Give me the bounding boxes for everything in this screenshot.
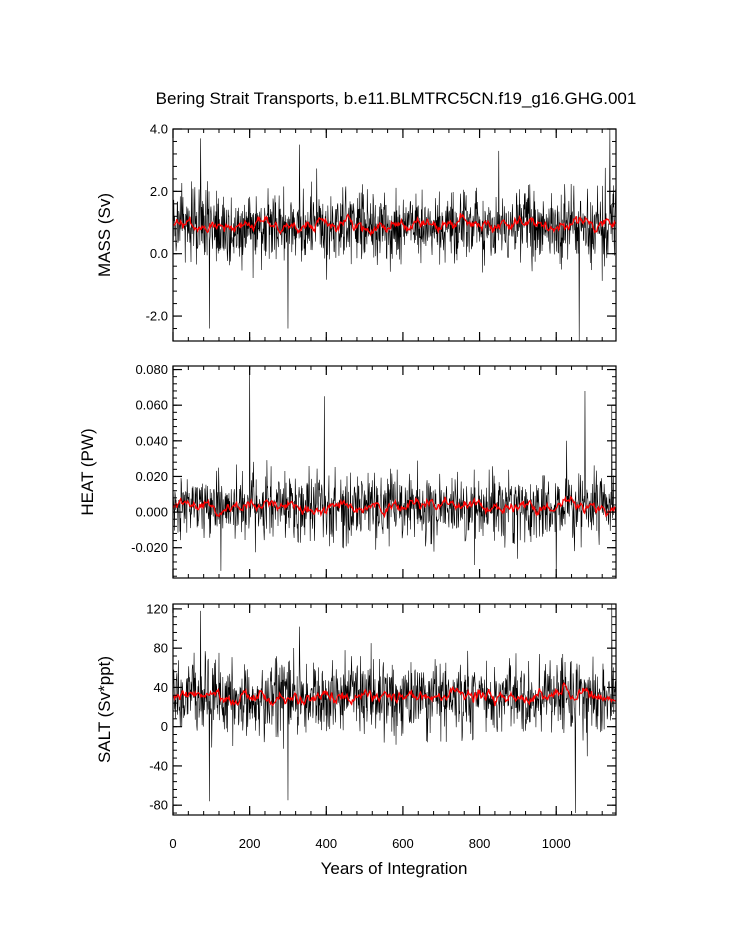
x-tick-label: 600 (392, 836, 414, 851)
y-tick-label: 0.080 (135, 362, 168, 377)
x-axis-label: Years of Integration (321, 859, 468, 878)
smoothed-series-line (173, 213, 616, 237)
chart-title: Bering Strait Transports, b.e11.BLMTRC5C… (156, 89, 637, 108)
panel-frame (172, 603, 617, 816)
x-tick-label: 200 (239, 836, 261, 851)
panel-frame (172, 365, 617, 579)
panel-1: -2.0 0.0 2.0 4.0 MASS (Sv) (95, 122, 617, 342)
y-tick-label: 0.0 (150, 246, 168, 261)
y-tick-label: -0.020 (131, 540, 168, 555)
x-tick-label: 400 (315, 836, 337, 851)
panel-2: -0.020 0.000 0.020 0.040 0.060 0.080 HEAT (PW) (78, 362, 617, 579)
panels: -2.0 0.0 2.0 4.0 MASS (Sv) -0.020 0.000 0.020 0.… (78, 122, 617, 851)
y-tick-label: 2.0 (150, 184, 168, 199)
y-axis-label: SALT (Sv*ppt) (95, 656, 114, 763)
y-axis-label: HEAT (PW) (78, 428, 97, 515)
raw-series-line (173, 129, 616, 341)
y-tick-label: -40 (149, 758, 168, 773)
x-tick-label: 1000 (542, 836, 571, 851)
y-axis-label: MASS (Sv) (95, 193, 114, 277)
y-tick-label: -2.0 (146, 309, 168, 324)
y-tick-label: -80 (149, 798, 168, 813)
y-tick-label: 0.040 (135, 433, 168, 448)
y-tick-label: 4.0 (150, 122, 168, 137)
y-tick-label: 0.060 (135, 398, 168, 413)
raw-series-line (173, 604, 616, 814)
x-tick-label: 800 (469, 836, 491, 851)
x-tick-label: 0 (169, 836, 176, 851)
panel-frame (172, 128, 617, 342)
smoothed-series-line (173, 682, 616, 707)
raw-series-line (173, 366, 616, 578)
smoothed-series-line (173, 495, 616, 519)
y-tick-label: 80 (154, 641, 168, 656)
y-tick-label: 0.000 (135, 505, 168, 520)
panel-3: -80 -40 0 40 80 120 SALT (Sv*ppt) (95, 601, 617, 816)
y-tick-label: 120 (146, 601, 168, 616)
y-tick-label: 40 (154, 680, 168, 695)
y-tick-label: 0.020 (135, 469, 168, 484)
y-tick-label: 0 (161, 719, 168, 734)
